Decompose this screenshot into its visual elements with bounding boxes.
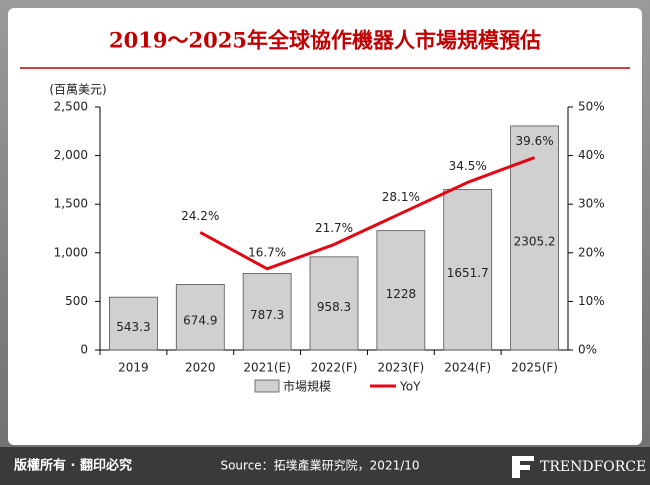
line-value-label: 24.2% — [181, 209, 219, 223]
line-value-label: 16.7% — [248, 245, 286, 259]
x-tick-label: 2021(E) — [243, 361, 290, 375]
footer-band — [0, 447, 650, 485]
bar — [109, 296, 158, 351]
y2-tick-label: 40% — [578, 148, 605, 162]
y-tick-label: 1,500 — [54, 197, 88, 211]
legend-swatch — [254, 379, 280, 393]
legend-label: 市場規模 — [283, 379, 331, 394]
line-value-label: 39.6% — [516, 134, 554, 148]
y-tick-label: 2,000 — [54, 148, 88, 162]
bar-value-label: 958.3 — [317, 300, 351, 314]
line — [199, 156, 536, 271]
bar — [309, 256, 359, 351]
x-tick-label: 2025(F) — [511, 361, 558, 375]
bar-value-label: 2305.2 — [514, 234, 556, 248]
bar-value-label: 1228 — [386, 287, 417, 301]
y-axis-label: (百萬美元) — [49, 83, 106, 97]
bar — [443, 189, 493, 351]
line-value-label: 34.5% — [449, 159, 487, 173]
x-tick-label: 2024(F) — [444, 361, 491, 375]
y2-tick-label: 10% — [578, 294, 605, 308]
x-tick-label: 2022(F) — [311, 361, 358, 375]
legend-label: YoY — [399, 380, 421, 394]
line-value-label: 28.1% — [382, 190, 420, 204]
source: Source：拓墣產業研究院，2021/10 — [220, 458, 419, 473]
x-tick-label: 2020 — [185, 361, 216, 375]
y-tick-label: 500 — [65, 294, 88, 308]
bar-value-label: 787.3 — [250, 308, 284, 322]
bar-value-label: 1651.7 — [447, 266, 489, 280]
y2-tick-label: 20% — [578, 245, 605, 259]
bar — [376, 230, 426, 351]
bar-value-label: 674.9 — [183, 314, 217, 328]
logo-mark — [512, 456, 534, 478]
bar — [175, 283, 225, 351]
y2-tick-label: 30% — [578, 197, 605, 211]
brand: TRENDFORCE — [540, 459, 646, 475]
copyright: 版權所有 · 翻印必究 — [14, 458, 132, 474]
y2-tick-label: 0% — [578, 343, 597, 357]
y-tick-label: 0 — [80, 343, 88, 357]
y-tick-label: 1,000 — [54, 245, 88, 259]
x-tick-label: 2023(F) — [377, 361, 424, 375]
y-tick-label: 2,500 — [54, 100, 88, 114]
chart-title: 2019～2025年全球協作機器人市場規模預估 — [109, 28, 541, 53]
bar — [242, 273, 292, 351]
y2-tick-label: 50% — [578, 100, 605, 114]
line-value-label: 21.7% — [315, 221, 353, 235]
bar-value-label: 543.3 — [116, 320, 150, 334]
x-tick-label: 2019 — [118, 361, 149, 375]
